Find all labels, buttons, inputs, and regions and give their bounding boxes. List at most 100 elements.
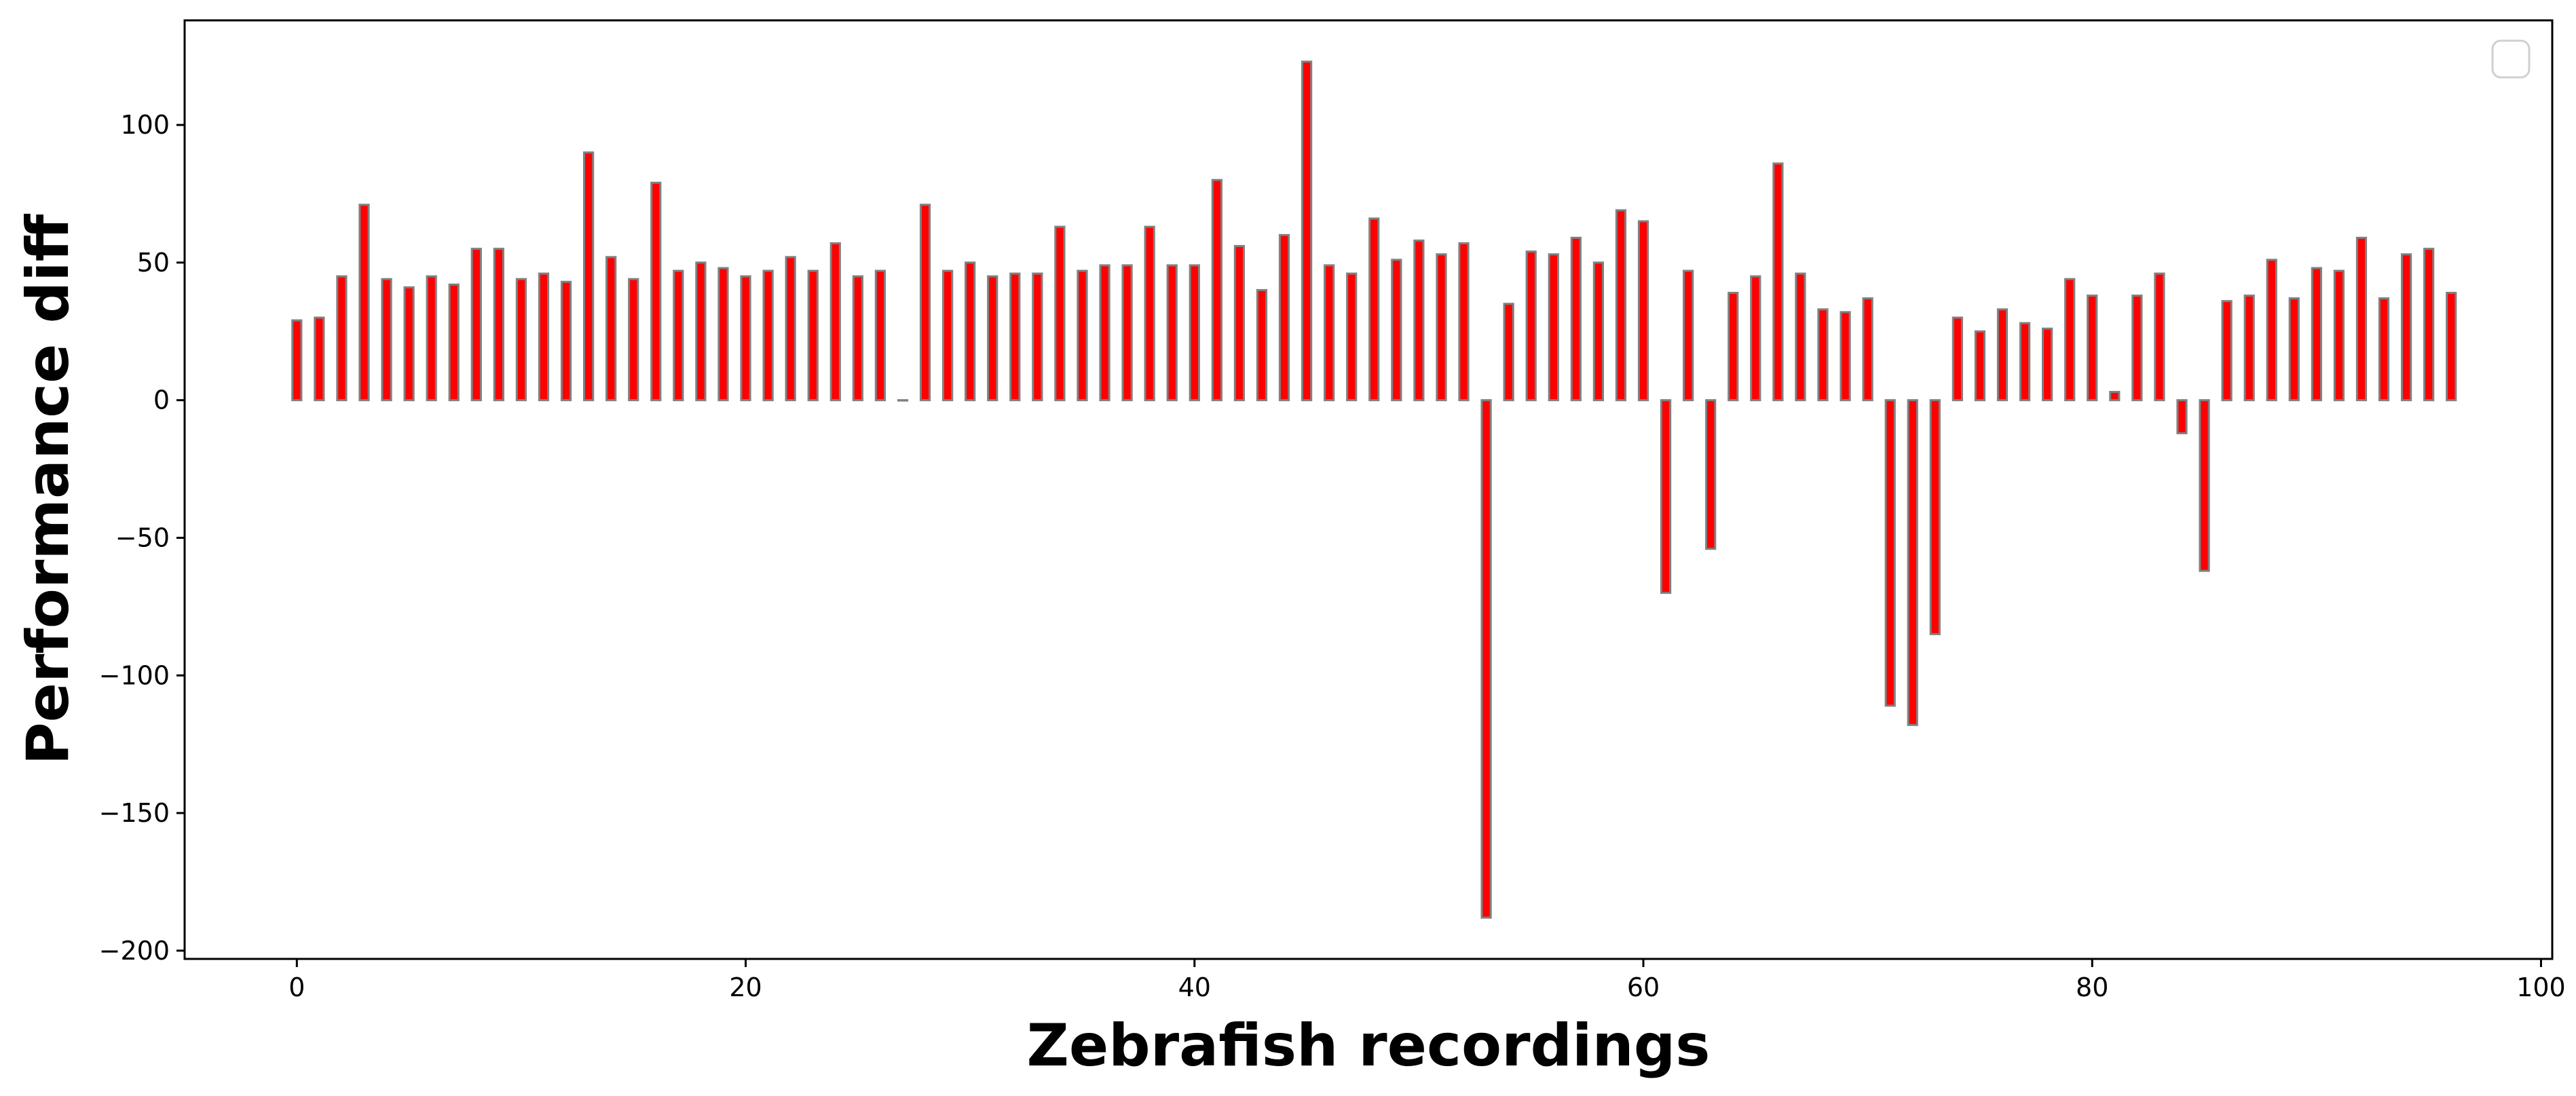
bar-1 bbox=[314, 316, 325, 402]
bar-63 bbox=[1705, 399, 1717, 550]
x-tick-label-20: 20 bbox=[729, 972, 762, 1002]
bar-37 bbox=[1121, 264, 1133, 402]
bar-29 bbox=[941, 269, 954, 402]
bar-75 bbox=[1974, 330, 1986, 402]
y-tick-label-100: 100 bbox=[120, 110, 170, 140]
bar-47 bbox=[1346, 272, 1358, 402]
bar-72 bbox=[1907, 399, 1918, 726]
y-tick-label--50: −50 bbox=[115, 523, 170, 552]
bar-49 bbox=[1391, 259, 1402, 402]
bar-28 bbox=[919, 204, 931, 402]
bar-96 bbox=[2446, 292, 2457, 402]
bar-73 bbox=[1929, 399, 1941, 635]
bar-33 bbox=[1032, 272, 1043, 402]
bar-4 bbox=[381, 278, 392, 402]
bar-78 bbox=[2042, 327, 2053, 402]
bar-5 bbox=[403, 286, 415, 402]
bar-9 bbox=[493, 248, 504, 402]
bar-80 bbox=[2087, 295, 2098, 402]
bar-88 bbox=[2266, 259, 2277, 402]
bar-17 bbox=[673, 269, 684, 402]
bar-2 bbox=[336, 275, 348, 402]
bar-60 bbox=[1637, 220, 1649, 402]
bar-15 bbox=[628, 278, 639, 402]
bar-87 bbox=[2243, 295, 2255, 402]
bar-39 bbox=[1166, 264, 1178, 402]
bar-89 bbox=[2288, 297, 2300, 402]
y-axis-ticks: −200 −150 −100 −50 0 50 100 bbox=[99, 110, 185, 966]
bar-22 bbox=[785, 256, 796, 402]
x-axis-label: Zebrafish recordings bbox=[1026, 1012, 1710, 1080]
bar-66 bbox=[1772, 162, 1784, 402]
bar-13 bbox=[582, 151, 595, 402]
bar-68 bbox=[1817, 308, 1829, 402]
bar-20 bbox=[740, 275, 751, 402]
bar-46 bbox=[1324, 264, 1335, 402]
plot-frame bbox=[183, 19, 2554, 960]
bars-group bbox=[291, 60, 2457, 919]
bar-92 bbox=[2355, 236, 2368, 402]
bar-62 bbox=[1683, 269, 1694, 402]
y-tick-label--200: −200 bbox=[99, 936, 170, 966]
bar-74 bbox=[1952, 316, 1963, 402]
x-axis-ticks: 0 20 40 60 80 100 bbox=[288, 959, 2566, 1002]
bar-45 bbox=[1301, 60, 1313, 402]
x-tick-label-60: 60 bbox=[1627, 972, 1660, 1002]
bar-38 bbox=[1144, 225, 1155, 402]
bar-41 bbox=[1211, 178, 1222, 402]
bar-14 bbox=[605, 256, 617, 402]
bar-64 bbox=[1728, 292, 1739, 402]
bar-86 bbox=[2221, 300, 2233, 402]
bar-25 bbox=[852, 275, 863, 402]
bar-42 bbox=[1233, 245, 1246, 402]
bar-43 bbox=[1256, 288, 1268, 402]
x-tick-label-0: 0 bbox=[288, 972, 305, 1002]
bar-11 bbox=[538, 272, 550, 402]
bar-58 bbox=[1592, 261, 1604, 402]
bar-0 bbox=[291, 319, 303, 402]
bar-52 bbox=[1458, 242, 1470, 402]
bar-82 bbox=[2131, 295, 2143, 402]
bar-24 bbox=[829, 242, 841, 402]
bar-6 bbox=[426, 275, 437, 402]
bar-44 bbox=[1278, 233, 1290, 402]
bar-61 bbox=[1660, 399, 1672, 594]
bar-36 bbox=[1099, 264, 1110, 402]
bar-67 bbox=[1795, 272, 1806, 402]
bar-34 bbox=[1054, 225, 1066, 402]
bar-21 bbox=[762, 269, 774, 402]
bar-85 bbox=[2199, 399, 2210, 572]
x-tick-label-40: 40 bbox=[1178, 972, 1211, 1002]
bar-53 bbox=[1480, 399, 1492, 919]
bar-40 bbox=[1189, 264, 1200, 402]
bar-83 bbox=[2154, 272, 2165, 402]
bar-31 bbox=[987, 275, 998, 402]
bar-16 bbox=[650, 181, 662, 402]
bar-27 bbox=[897, 399, 909, 402]
x-tick-label-80: 80 bbox=[2076, 972, 2108, 1002]
bar-19 bbox=[717, 267, 729, 402]
bar-26 bbox=[874, 269, 886, 402]
bar-48 bbox=[1368, 217, 1380, 402]
bar-12 bbox=[560, 280, 572, 402]
bar-77 bbox=[2019, 322, 2031, 402]
bar-81 bbox=[2109, 391, 2121, 402]
bar-57 bbox=[1570, 236, 1582, 402]
bar-65 bbox=[1750, 275, 1761, 402]
y-tick-label-50: 50 bbox=[137, 248, 170, 278]
y-tick-label--100: −100 bbox=[99, 660, 170, 690]
bar-84 bbox=[2176, 399, 2188, 434]
bar-95 bbox=[2423, 248, 2435, 402]
legend-box bbox=[2491, 39, 2531, 79]
bar-56 bbox=[1548, 253, 1559, 402]
x-tick-label-100: 100 bbox=[2516, 972, 2566, 1002]
bar-50 bbox=[1413, 239, 1425, 402]
bar-79 bbox=[2064, 278, 2076, 402]
bar-91 bbox=[2333, 269, 2345, 402]
bar-32 bbox=[1009, 272, 1021, 402]
bar-7 bbox=[448, 283, 460, 402]
y-tick-label--150: −150 bbox=[99, 798, 170, 828]
bar-8 bbox=[470, 248, 482, 402]
bar-94 bbox=[2400, 253, 2412, 402]
